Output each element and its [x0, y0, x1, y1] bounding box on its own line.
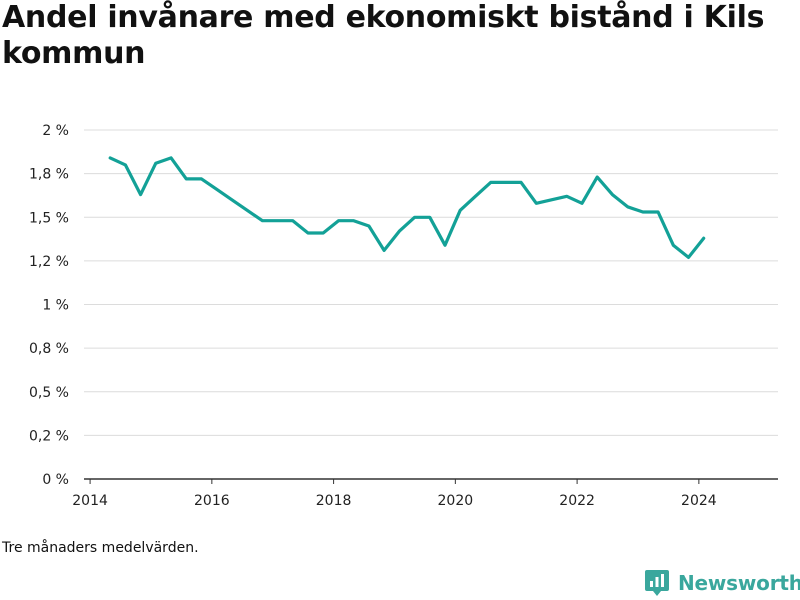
x-axis-ticks: 2014 2016 2018 2020 2022 2024	[72, 479, 717, 509]
y-tick-label: 1 %	[42, 298, 69, 314]
brand-name: Newsworthy	[678, 571, 800, 595]
x-tick-label: 2020	[438, 493, 474, 509]
x-tick-label: 2018	[316, 493, 352, 509]
y-tick-label: 0,8 %	[29, 341, 69, 357]
y-axis-ticks: 0 % 0,2 % 0,5 % 0,8 % 1 % 1,2 % 1,5 % 1,8 % 2 %	[29, 123, 69, 488]
y-tick-label: 1,8 %	[29, 167, 69, 183]
x-tick-label: 2014	[72, 493, 108, 509]
chart-title: Andel invånare med ekonomiskt bistånd i …	[2, 0, 765, 71]
y-tick-label: 1,2 %	[29, 254, 69, 270]
brand-logo: Newsworthy	[644, 568, 800, 598]
y-tick-label: 0,2 %	[29, 428, 69, 444]
y-tick-label: 0 %	[42, 472, 69, 488]
y-tick-label: 1,5 %	[29, 210, 69, 226]
x-tick-label: 2022	[559, 493, 595, 509]
gridlines	[84, 129, 778, 436]
x-tick-label: 2016	[194, 493, 230, 509]
y-tick-label: 0,5 %	[29, 385, 69, 401]
series-line-0	[108, 156, 706, 259]
newsworthy-logo-icon	[645, 570, 669, 596]
chart-note: Tre månaders medelvärden.	[2, 540, 199, 556]
x-tick-label: 2024	[681, 493, 717, 509]
y-tick-label: 2 %	[42, 123, 69, 139]
series-group	[108, 156, 706, 259]
